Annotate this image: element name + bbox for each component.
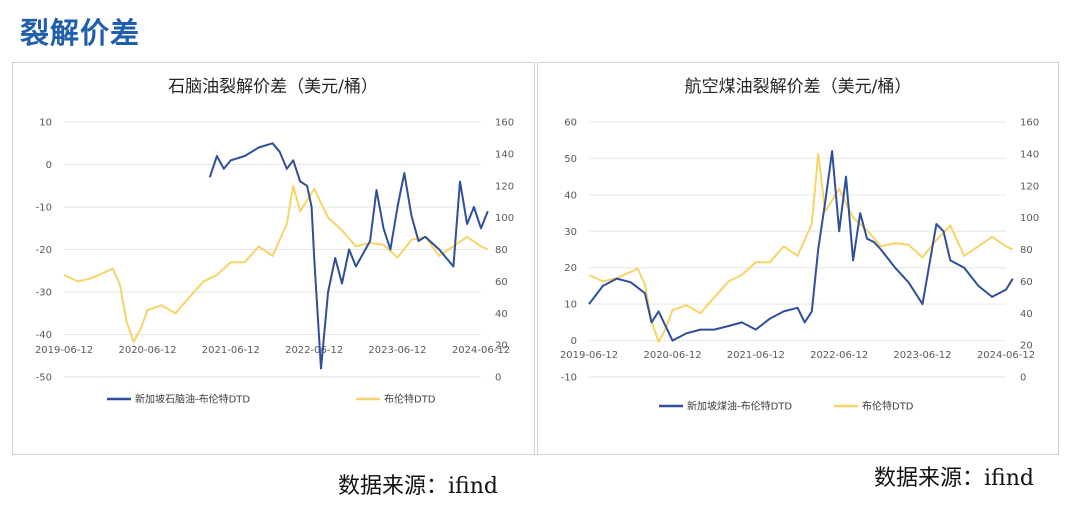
y-right-tick-label: 80 — [1020, 245, 1033, 256]
x-tick-label: 2020-06-12 — [118, 345, 176, 356]
jet-kerosene-crack-chart: 航空煤油裂解价差（美元/桶）6050403020100-101601401201… — [560, 77, 1039, 413]
y-right-tick-label: 0 — [495, 373, 501, 384]
y-right-tick-label: 20 — [495, 341, 508, 352]
y-right-tick-label: 60 — [495, 277, 508, 288]
x-tick-label: 2023-06-12 — [368, 345, 426, 356]
y-left-tick-label: -10 — [561, 373, 577, 384]
x-tick-label: 2024-06-12 — [977, 350, 1035, 361]
y-right-tick-label: 120 — [1020, 181, 1039, 192]
chart-title: 航空煤油裂解价差（美元/桶） — [685, 77, 912, 97]
y-right-tick-label: 40 — [495, 309, 508, 320]
y-right-tick-label: 100 — [495, 213, 514, 224]
y-right-tick-label: 60 — [1020, 277, 1033, 288]
y-right-tick-label: 40 — [1020, 309, 1033, 320]
y-right-tick-label: 100 — [1020, 213, 1039, 224]
y-left-tick-label: 60 — [564, 118, 577, 129]
page-title: 裂解价差 — [20, 16, 141, 50]
naphtha-crack-chart: 石脑油裂解价差（美元/桶）100-10-20-30-40-50160140120… — [35, 77, 514, 406]
y-left-tick-label: -20 — [36, 245, 52, 256]
y-left-tick-label: 10 — [39, 118, 52, 129]
source-note-right: 数据来源：ifind — [874, 466, 1034, 491]
y-left-tick-label: -40 — [36, 330, 52, 341]
x-tick-label: 2021-06-12 — [202, 345, 260, 356]
y-right-tick-label: 140 — [1020, 149, 1039, 160]
y-right-tick-label: 0 — [1020, 373, 1026, 384]
y-left-tick-label: 40 — [564, 190, 577, 201]
series-line-brent — [63, 184, 489, 343]
chart-title: 石脑油裂解价差（美元/桶） — [168, 77, 378, 97]
series-line-spread — [208, 142, 489, 370]
y-right-tick-label: 20 — [1020, 341, 1033, 352]
y-right-tick-label: 160 — [1020, 118, 1039, 129]
legend-label: 布伦特DTD — [384, 393, 436, 406]
y-left-tick-label: -10 — [36, 203, 52, 214]
x-tick-label: 2024-06-12 — [452, 345, 510, 356]
x-tick-label: 2019-06-12 — [560, 350, 618, 361]
x-tick-label: 2021-06-12 — [727, 350, 785, 361]
y-right-tick-label: 140 — [495, 149, 514, 160]
y-left-tick-label: 50 — [564, 154, 577, 165]
jet-kerosene-crack-chart-panel: 航空煤油裂解价差（美元/桶） 60 50 40 30 20 10 0 -10 160 140 120 1… — [537, 62, 1059, 455]
y-left-tick-label: -30 — [36, 288, 52, 299]
x-tick-label: 2022-06-12 — [285, 345, 343, 356]
legend-label: 新加坡石脑油-布伦特DTD — [135, 393, 250, 406]
y-right-tick-label: 160 — [495, 118, 514, 129]
naphtha-crack-chart-panel: 石脑油裂解价差（美元/桶） 10 0 -10 -20 -30 -40 -50 160 140 120… — [12, 62, 535, 455]
x-tick-label: 2019-06-12 — [35, 345, 93, 356]
x-tick-label: 2023-06-12 — [893, 350, 951, 361]
y-left-tick-label: 20 — [564, 263, 577, 274]
legend-label: 新加坡煤油-布伦特DTD — [687, 400, 792, 413]
y-right-tick-label: 80 — [495, 245, 508, 256]
series-line-spread — [588, 150, 1014, 342]
y-left-tick-label: 0 — [571, 336, 577, 347]
legend-label: 布伦特DTD — [862, 400, 914, 413]
y-right-tick-label: 120 — [495, 181, 514, 192]
x-tick-label: 2020-06-12 — [643, 350, 701, 361]
y-left-tick-label: 30 — [564, 227, 577, 238]
source-note-left: 数据来源：ifind — [338, 474, 498, 499]
y-left-tick-label: 0 — [46, 160, 52, 171]
x-tick-label: 2022-06-12 — [810, 350, 868, 361]
y-left-tick-label: -50 — [36, 373, 52, 384]
y-left-tick-label: 10 — [564, 300, 577, 311]
